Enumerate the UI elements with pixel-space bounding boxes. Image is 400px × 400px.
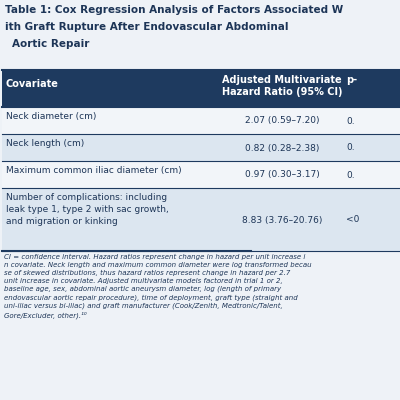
Bar [2, 2, 400, 72]
Text: Aortic Repair: Aortic Repair [12, 39, 89, 49]
Text: Table 1: Cox Regression Analysis of Factors Associated W: Table 1: Cox Regression Analysis of Fact… [5, 5, 343, 15]
Bar [2, 108, 400, 134]
Bar [2, 71, 400, 107]
Text: 2.07 (0.59–7.20): 2.07 (0.59–7.20) [245, 116, 319, 126]
Text: 0.: 0. [346, 116, 355, 126]
Text: Number of complications: including
leak type 1, type 2 with sac growth,
and migr: Number of complications: including leak … [6, 193, 169, 226]
Bar [2, 162, 400, 188]
Text: Neck length (cm): Neck length (cm) [6, 139, 84, 148]
Text: CI = confidence interval. Hazard ratios represent change in hazard per unit incr: CI = confidence interval. Hazard ratios … [4, 254, 312, 318]
Bar [2, 189, 400, 251]
Text: 0.: 0. [346, 170, 355, 180]
Text: Adjusted Multivariate
Hazard Ratio (95% CI): Adjusted Multivariate Hazard Ratio (95% … [222, 75, 342, 97]
Text: 0.97 (0.30–3.17): 0.97 (0.30–3.17) [245, 170, 319, 180]
Text: 0.: 0. [346, 144, 355, 152]
Text: Maximum common iliac diameter (cm): Maximum common iliac diameter (cm) [6, 166, 182, 175]
Text: <0: <0 [346, 216, 359, 224]
Text: ith Graft Rupture After Endovascular Abdominal: ith Graft Rupture After Endovascular Abd… [5, 22, 288, 32]
Text: p-: p- [346, 75, 357, 85]
Text: 0.82 (0.28–2.38): 0.82 (0.28–2.38) [245, 144, 319, 152]
Text: Neck diameter (cm): Neck diameter (cm) [6, 112, 96, 121]
Text: 8.83 (3.76–20.76): 8.83 (3.76–20.76) [242, 216, 322, 224]
Bar [2, 135, 400, 161]
Text: Covariate: Covariate [6, 79, 59, 89]
